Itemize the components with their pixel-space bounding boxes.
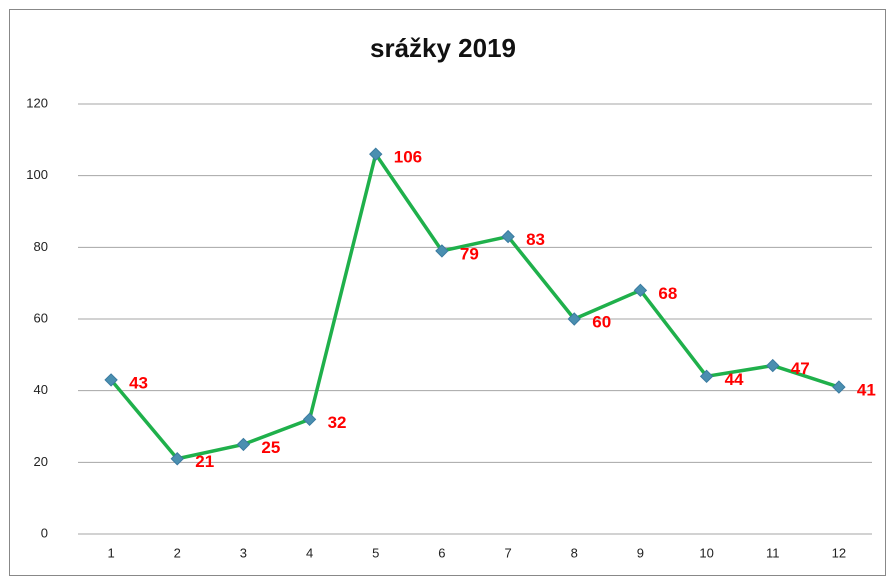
marker — [567, 312, 581, 326]
marker — [699, 369, 714, 384]
x-tick-label: 4 — [306, 545, 313, 560]
data-label: 21 — [195, 452, 214, 471]
x-tick-label: 9 — [637, 545, 644, 560]
x-tick-label: 1 — [107, 545, 114, 560]
marker — [832, 380, 846, 394]
chart-title: srážky 2019 — [370, 33, 516, 63]
x-tick-label: 11 — [766, 545, 780, 560]
y-tick-label: 40 — [34, 382, 48, 397]
data-label: 25 — [261, 438, 280, 457]
x-tick-label: 3 — [240, 545, 247, 560]
y-tick-label: 100 — [26, 167, 48, 182]
data-label: 68 — [658, 284, 677, 303]
y-tick-label: 20 — [34, 454, 48, 469]
y-tick-label: 0 — [41, 525, 48, 540]
marker — [302, 412, 317, 427]
x-tick-label: 7 — [504, 545, 511, 560]
marker — [104, 373, 118, 387]
series-line — [109, 152, 840, 461]
data-label: 79 — [460, 244, 479, 263]
x-tick-label: 10 — [699, 545, 713, 560]
y-tick-label: 120 — [26, 95, 48, 110]
x-tick-label: 6 — [438, 545, 445, 560]
marker — [170, 452, 184, 466]
x-tick-label: 12 — [832, 545, 846, 560]
data-label: 83 — [526, 230, 545, 249]
marker — [501, 229, 515, 244]
x-tick-label: 5 — [372, 545, 379, 560]
y-tick-label: 80 — [34, 239, 48, 254]
data-label: 43 — [129, 373, 148, 392]
marker — [435, 244, 449, 258]
data-label: 32 — [328, 413, 347, 432]
x-tick-label: 2 — [174, 545, 181, 560]
data-label: 44 — [725, 370, 744, 389]
marker — [236, 437, 251, 452]
chart-border — [9, 9, 886, 576]
data-label: 47 — [791, 359, 810, 378]
data-label: 60 — [592, 312, 611, 331]
x-tick-label: 8 — [571, 545, 578, 560]
marker — [766, 358, 780, 373]
data-label: 106 — [394, 148, 422, 167]
data-label: 41 — [857, 381, 876, 400]
marker — [369, 147, 383, 161]
y-tick-label: 60 — [34, 310, 48, 325]
marker — [633, 283, 648, 298]
